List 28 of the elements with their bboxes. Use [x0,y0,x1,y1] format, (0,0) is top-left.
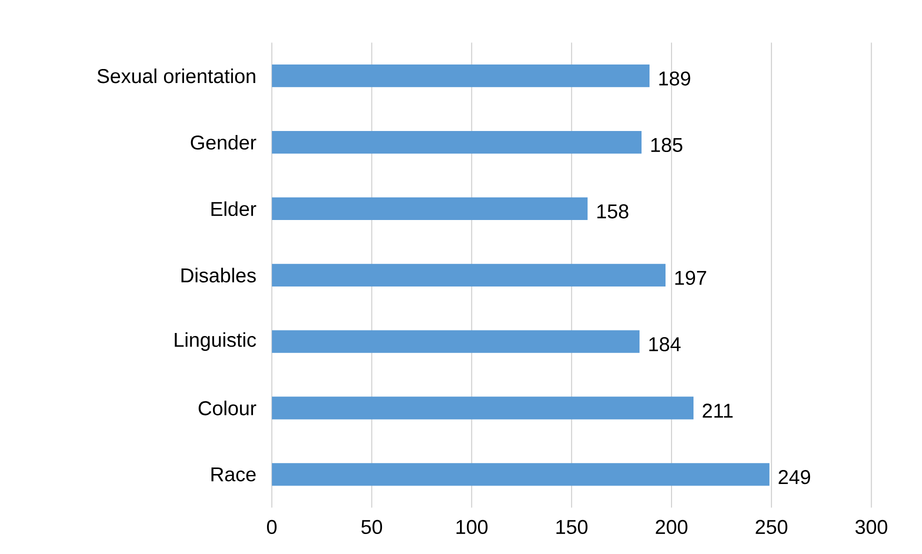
x-tick-label: 100 [456,520,488,534]
data-label: 249 [778,470,810,484]
y-tick-label: Linguistic [174,332,256,351]
y-tick-label: Disables [182,268,256,282]
x-tick-label: 300 [855,520,888,534]
y-tick-label: Elder [212,201,256,216]
data-label: 189 [659,71,690,86]
x-tick-label: 200 [656,520,688,534]
x-tick-label: 50 [361,520,382,534]
bar [272,130,642,154]
y-tick-label: Sexual orientation [97,68,256,84]
x-tick-label: 150 [556,520,588,534]
bar [272,197,588,220]
bar [272,264,666,286]
x-tick-label: 0 [267,520,277,534]
bar [272,330,640,353]
y-tick-label: Race [212,467,256,482]
data-label: 184 [649,337,681,352]
x-tick-label: 250 [756,520,788,534]
y-tick-label: Gender [190,134,256,150]
data-label: 158 [597,204,628,218]
bar [272,462,770,486]
y-tick-label: Colour [198,400,256,416]
data-label: 197 [675,270,706,285]
bar [272,396,694,420]
bar [272,64,650,88]
data-label: 211 [702,404,733,418]
data-label: 185 [651,138,682,152]
